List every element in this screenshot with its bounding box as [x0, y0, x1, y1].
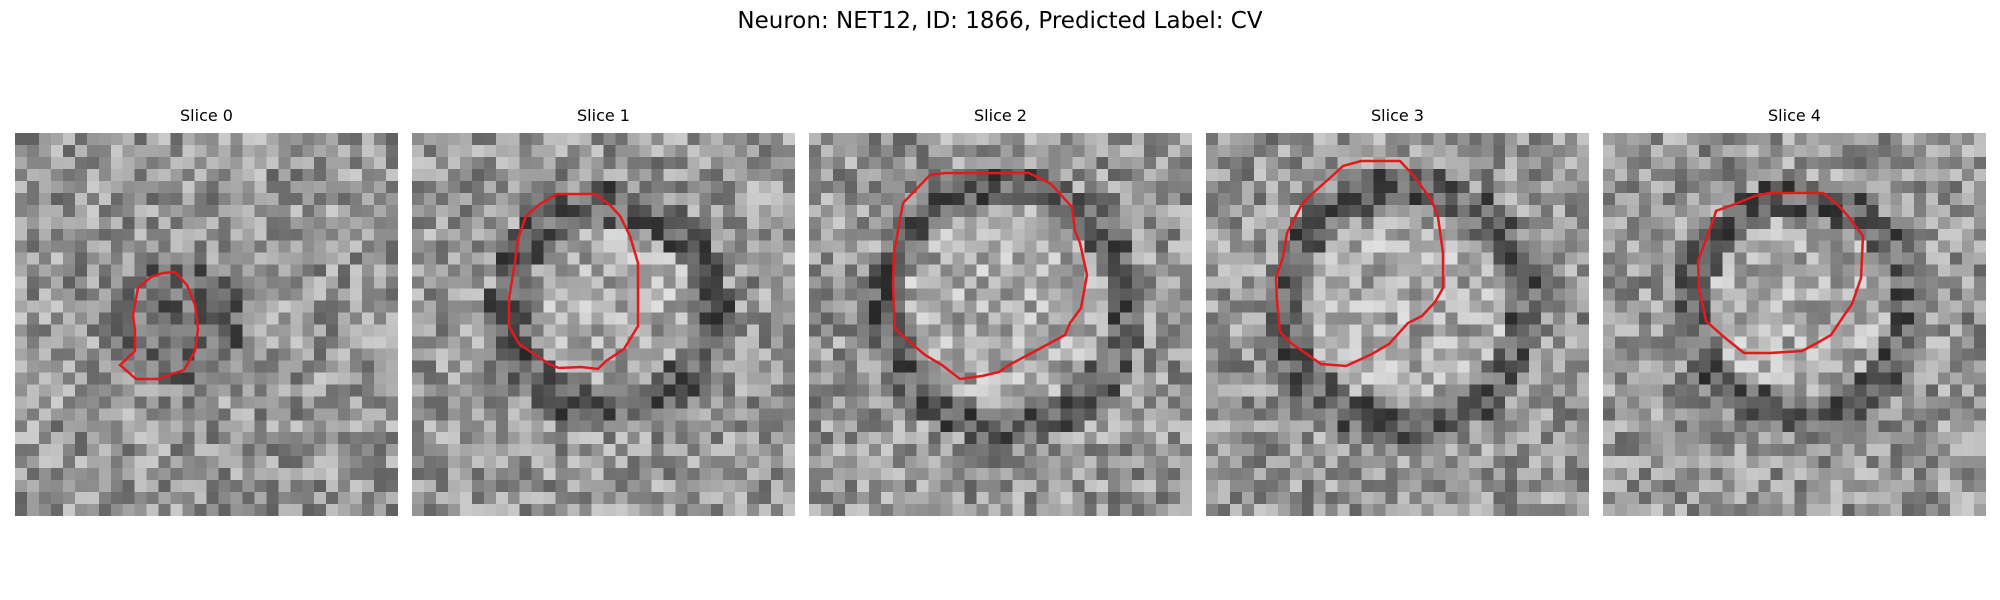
contour-overlay — [891, 171, 1089, 381]
slice-image — [1206, 133, 1589, 516]
segmentation-contour — [1696, 191, 1865, 355]
segmentation-contour — [891, 171, 1089, 381]
segmentation-contour — [507, 192, 640, 371]
contour-overlay — [1274, 159, 1445, 368]
segmentation-contour — [118, 270, 200, 381]
panel-slice-2: Slice 2 — [809, 106, 1192, 517]
panel-title: Slice 1 — [577, 106, 630, 125]
contour-overlay — [507, 192, 640, 371]
figure-title: Neuron: NET12, ID: 1866, Predicted Label… — [737, 8, 1263, 34]
panel-title: Slice 0 — [180, 106, 233, 125]
panel-slice-3: Slice 3 — [1206, 106, 1589, 517]
grayscale-slice-image — [809, 133, 1192, 516]
grayscale-slice-image — [1206, 133, 1589, 516]
panel-slice-1: Slice 1 — [412, 106, 795, 517]
grayscale-slice-image — [1603, 133, 1986, 516]
contour-overlay — [118, 270, 200, 381]
grayscale-slice-image — [412, 133, 795, 516]
segmentation-contour — [1274, 159, 1445, 368]
slice-image — [809, 133, 1192, 516]
panel-title: Slice 4 — [1768, 106, 1821, 125]
panel-title: Slice 3 — [1371, 106, 1424, 125]
panel-title: Slice 2 — [974, 106, 1027, 125]
grayscale-slice-image — [15, 133, 398, 516]
slice-image — [15, 133, 398, 516]
panel-slice-4: Slice 4 — [1603, 106, 1986, 517]
contour-overlay — [1696, 191, 1865, 355]
slice-image — [1603, 133, 1986, 516]
slice-image — [412, 133, 795, 516]
panel-slice-0: Slice 0 — [15, 106, 398, 517]
